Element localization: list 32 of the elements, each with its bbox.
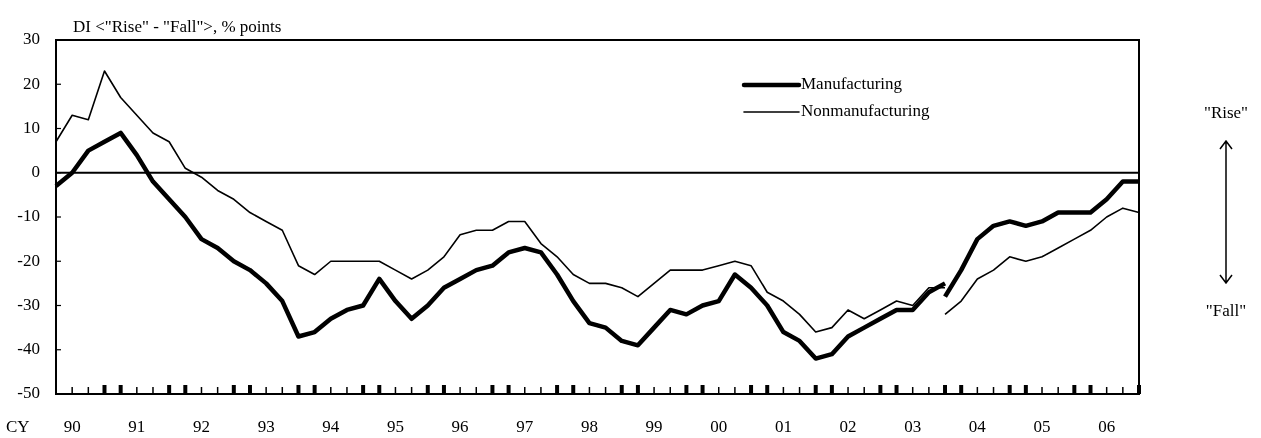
x-tick-label: 00 <box>710 417 728 436</box>
x-tick-label: 91 <box>128 417 146 436</box>
y-tick-label: -40 <box>17 339 40 359</box>
y-tick-label: 10 <box>23 117 40 137</box>
text: "Rise" <box>1203 103 1249 123</box>
x-tick-label: 99 <box>645 417 663 436</box>
y-tick-label: -20 <box>17 250 40 270</box>
x-tick-label: 05 <box>1033 417 1051 436</box>
x-tick-label: 93 <box>257 417 275 436</box>
y-tick-label: -10 <box>17 206 40 226</box>
x-tick-label: 04 <box>968 417 987 436</box>
legend-label: Manufacturing <box>801 74 903 94</box>
y-tick-label: -50 <box>17 383 40 403</box>
y-tick-label: 0 <box>31 162 40 182</box>
x-tick-label: 96 <box>451 417 469 436</box>
x-tick-label: 02 <box>839 417 857 436</box>
y-tick-label: 30 <box>23 29 40 49</box>
x-axis-title: CY <box>6 417 30 436</box>
x-tick-label: 03 <box>904 417 922 436</box>
x-tick-label: 95 <box>386 417 404 436</box>
x-tick-label: 94 <box>322 417 340 436</box>
y-tick-label: 20 <box>23 73 40 93</box>
x-tick-label: 01 <box>774 417 792 436</box>
y-tick-label: -30 <box>17 294 40 314</box>
legend-label: Nonmanufacturing <box>801 101 930 121</box>
x-tick-label: 06 <box>1098 417 1116 436</box>
x-tick-label: 97 <box>516 417 534 436</box>
y-axis-title: DI <"Rise" - "Fall">, % points <box>73 17 282 36</box>
x-tick-label: 90 <box>63 417 81 436</box>
text: "Fall" <box>1205 301 1247 321</box>
x-tick-label: 92 <box>192 417 210 436</box>
x-tick-label: 98 <box>580 417 598 436</box>
